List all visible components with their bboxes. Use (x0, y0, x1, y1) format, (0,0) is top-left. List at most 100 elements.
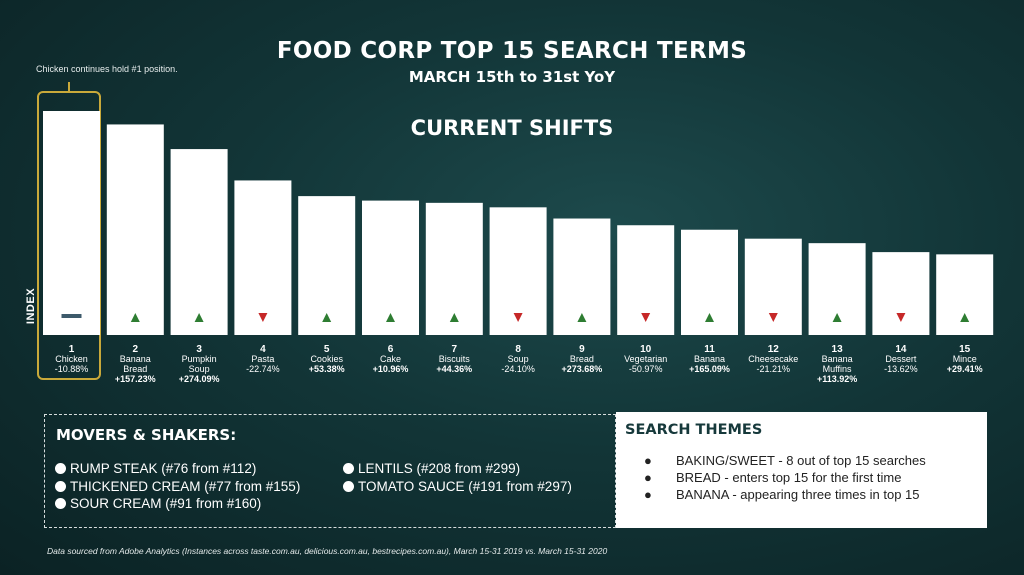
mover-label: THICKENED CREAM (#77 from #155) (70, 479, 301, 494)
mover-item: TOMATO SAUCE (#191 from #297) (343, 479, 572, 494)
change-label: -10.88% (55, 364, 89, 374)
category-label: Soup (508, 354, 529, 364)
highlight-connector (68, 82, 70, 92)
bar (234, 180, 292, 335)
rank-label: 7 (452, 344, 458, 355)
change-label: +165.09% (689, 364, 730, 374)
bar (425, 202, 483, 335)
category-label: Banana (120, 354, 151, 364)
up-arrow-icon (705, 313, 714, 322)
rank-label: 10 (640, 344, 652, 355)
up-arrow-icon (386, 313, 395, 322)
change-label: -13.62% (884, 364, 918, 374)
annotation: Chicken continues hold #1 position. (36, 64, 178, 74)
theme-label: BREAD - enters top 15 for the first time (676, 470, 902, 485)
category-label: Banana (694, 354, 725, 364)
theme-label: BAKING/SWEET - 8 out of top 15 searches (676, 453, 926, 468)
search-themes-panel: SEARCH THEMES ● BAKING/SWEET - 8 out of t… (616, 412, 987, 528)
bullet-icon: ● (644, 487, 652, 502)
bar (43, 111, 100, 335)
category-label: Bread (123, 364, 147, 374)
mover-label: SOUR CREAM (#91 from #160) (70, 496, 262, 511)
rank-label: 5 (324, 344, 330, 355)
change-label: +157.23% (115, 374, 156, 384)
category-label: Biscuits (439, 354, 471, 364)
rank-label: 9 (579, 344, 585, 355)
rank-label: 14 (895, 344, 907, 355)
bar-chart: 1Chicken-10.88%2BananaBread+157.23%3Pump… (43, 111, 994, 384)
bar (298, 196, 356, 335)
rank-label: 6 (388, 344, 394, 355)
bullet-icon: ● (644, 453, 652, 468)
change-label: -21.21% (757, 364, 791, 374)
up-arrow-icon (832, 313, 842, 322)
change-label: +113.92% (817, 374, 857, 384)
mover-item: LENTILS (#208 from #299) (343, 461, 520, 476)
section-heading: CURRENT SHIFTS (410, 116, 614, 140)
bar (170, 149, 228, 335)
bar (106, 124, 164, 335)
rank-label: 13 (832, 344, 844, 355)
up-arrow-icon (130, 313, 140, 322)
up-arrow-icon (960, 313, 970, 322)
mover-item: THICKENED CREAM (#77 from #155) (55, 479, 300, 494)
category-label: Banana (822, 354, 853, 364)
down-arrow-icon (768, 313, 778, 322)
bullet-icon (55, 481, 66, 492)
bullet-icon (343, 481, 354, 492)
up-arrow-icon (322, 313, 332, 322)
bullet-icon (55, 498, 66, 509)
category-label: Pasta (251, 354, 274, 364)
theme-item: ● BREAD - enters top 15 for the first tim… (644, 470, 901, 485)
mover-item: RUMP STEAK (#76 from #112) (55, 461, 256, 476)
change-label: +273.68% (562, 364, 603, 374)
chart-title: FOOD CORP TOP 15 SEARCH TERMS (276, 38, 748, 64)
change-label: -50.97% (629, 364, 663, 374)
up-arrow-icon (577, 313, 587, 322)
bullet-icon (55, 463, 66, 474)
category-label: Bread (570, 354, 594, 364)
category-label: Cheesecake (748, 354, 798, 364)
chart-subtitle: MARCH 15th to 31st YoY (408, 68, 616, 86)
mover-label: LENTILS (#208 from #299) (358, 461, 521, 476)
down-arrow-icon (641, 313, 651, 322)
category-label: Soup (189, 364, 210, 374)
change-label: +29.41% (947, 364, 983, 374)
no-change-icon (61, 314, 82, 318)
rank-label: 11 (704, 344, 715, 355)
category-label: Muffins (823, 364, 852, 374)
rank-label: 12 (768, 344, 780, 355)
down-arrow-icon (258, 313, 268, 322)
change-label: +10.96% (373, 364, 409, 374)
rank-label: 1 (69, 344, 75, 355)
bar (936, 254, 994, 335)
bullet-icon (343, 463, 354, 474)
mover-label: TOMATO SAUCE (#191 from #297) (358, 479, 572, 494)
rank-label: 2 (133, 344, 139, 355)
movers-title: MOVERS & SHAKERS: (56, 426, 237, 444)
change-label: +44.36% (436, 364, 472, 374)
rank-label: 8 (515, 344, 521, 355)
category-label: Pumpkin (182, 354, 217, 364)
category-label: Cookies (310, 354, 343, 364)
rank-label: 15 (959, 344, 971, 355)
category-label: Chicken (55, 354, 88, 364)
rank-label: 3 (196, 344, 202, 355)
down-arrow-icon (896, 313, 906, 322)
category-label: Mince (953, 354, 977, 364)
down-arrow-icon (513, 313, 523, 322)
up-arrow-icon (194, 313, 204, 322)
change-label: +53.38% (309, 364, 345, 374)
change-label: +274.09% (179, 374, 220, 384)
change-label: -24.10% (501, 364, 535, 374)
category-label: Vegetarian (624, 354, 667, 364)
change-label: -22.74% (246, 364, 280, 374)
bullet-icon: ● (644, 470, 652, 485)
bar (362, 200, 419, 335)
up-arrow-icon (449, 313, 459, 322)
theme-item: ● BANANA - appearing three times in top 1… (644, 487, 920, 502)
theme-item: ● BAKING/SWEET - 8 out of top 15 searches (644, 453, 926, 468)
source-note: Data sourced from Adobe Analytics (Insta… (47, 546, 608, 556)
movers-shakers-panel: MOVERS & SHAKERS: RUMP STEAK (#76 from #… (44, 414, 616, 528)
category-label: Dessert (885, 354, 917, 364)
